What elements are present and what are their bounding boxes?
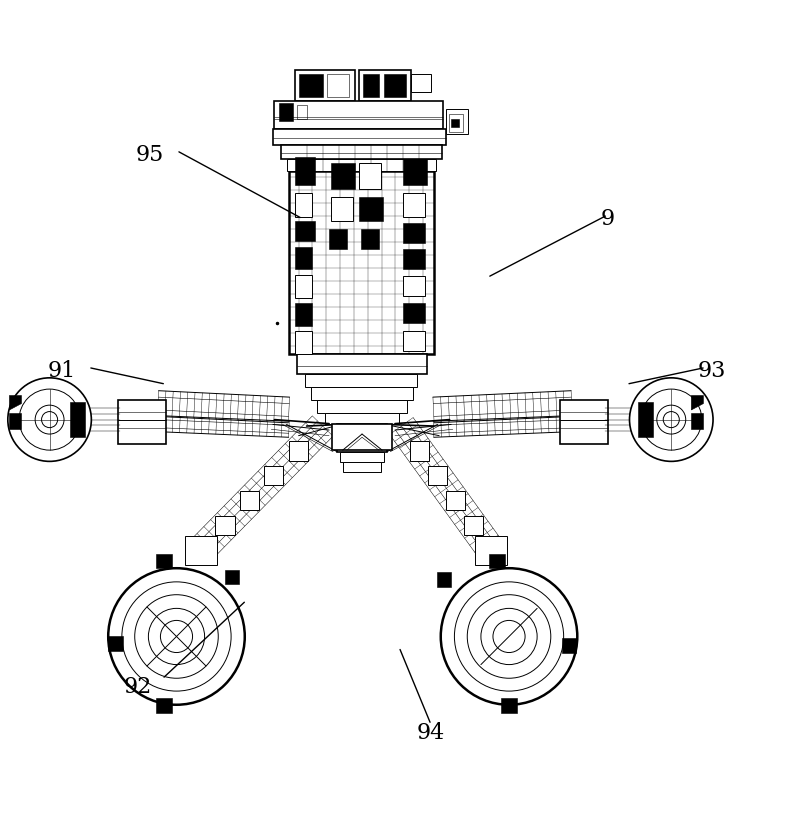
Bar <box>305 374 418 387</box>
Bar <box>215 516 235 535</box>
Bar <box>403 193 426 217</box>
Bar <box>310 387 413 400</box>
Bar <box>294 157 314 185</box>
Bar <box>118 400 166 444</box>
Bar <box>286 160 436 171</box>
Bar <box>384 74 406 97</box>
Circle shape <box>160 620 193 653</box>
Bar <box>403 276 426 296</box>
Bar <box>273 129 446 145</box>
Bar <box>340 451 384 462</box>
Bar <box>156 698 172 713</box>
Text: 93: 93 <box>698 360 726 382</box>
Bar <box>326 74 349 97</box>
Bar <box>275 100 443 129</box>
Bar <box>337 425 387 451</box>
Circle shape <box>441 568 577 705</box>
Bar <box>343 462 381 472</box>
Bar <box>463 516 483 535</box>
Circle shape <box>148 609 205 665</box>
Bar <box>294 303 312 326</box>
Bar <box>489 553 505 568</box>
Bar <box>70 402 85 437</box>
Polygon shape <box>692 395 704 410</box>
Bar <box>359 163 381 189</box>
Bar <box>294 331 312 354</box>
Circle shape <box>455 582 563 691</box>
Bar <box>294 275 312 298</box>
Bar <box>279 103 293 121</box>
Bar <box>409 441 429 461</box>
Bar <box>559 400 608 444</box>
Circle shape <box>657 405 686 434</box>
Bar <box>298 74 322 97</box>
Bar <box>108 636 123 651</box>
Bar <box>411 74 431 92</box>
Bar <box>330 163 355 189</box>
Polygon shape <box>692 413 704 429</box>
Bar <box>403 223 426 243</box>
Bar <box>403 160 427 185</box>
Bar <box>403 331 426 351</box>
Bar <box>281 145 442 160</box>
Bar <box>363 74 379 97</box>
Circle shape <box>481 609 537 665</box>
Bar <box>185 536 217 565</box>
Polygon shape <box>10 413 22 429</box>
Circle shape <box>467 594 550 678</box>
Polygon shape <box>10 395 22 410</box>
Bar <box>332 425 392 450</box>
Bar <box>446 491 465 510</box>
Text: 91: 91 <box>48 360 76 382</box>
Circle shape <box>8 378 91 461</box>
Circle shape <box>35 405 64 434</box>
Bar <box>225 570 239 584</box>
Bar <box>403 249 426 269</box>
Bar <box>562 638 576 653</box>
Bar <box>329 229 347 249</box>
Text: 94: 94 <box>417 721 445 744</box>
Text: 95: 95 <box>136 144 164 166</box>
Circle shape <box>493 620 525 653</box>
Bar <box>156 553 172 568</box>
Bar <box>289 171 434 354</box>
Circle shape <box>641 389 702 450</box>
Circle shape <box>108 568 245 705</box>
Bar <box>325 413 399 425</box>
Bar <box>294 222 314 242</box>
Bar <box>451 120 459 127</box>
Bar <box>449 115 463 132</box>
Circle shape <box>629 378 713 461</box>
Bar <box>428 466 447 486</box>
Bar <box>359 70 411 100</box>
Bar <box>361 229 379 249</box>
Circle shape <box>19 389 80 450</box>
Bar <box>437 572 451 587</box>
Bar <box>359 197 383 222</box>
Circle shape <box>135 594 218 678</box>
Bar <box>289 441 308 461</box>
Bar <box>297 104 306 120</box>
Text: 9: 9 <box>600 208 615 230</box>
Bar <box>294 193 312 217</box>
Bar <box>446 109 468 135</box>
Bar <box>264 466 284 486</box>
Bar <box>638 402 653 437</box>
Bar <box>297 354 427 374</box>
Circle shape <box>42 411 57 428</box>
Circle shape <box>122 582 231 691</box>
Bar <box>240 491 259 510</box>
Bar <box>294 70 355 100</box>
Bar <box>501 698 517 713</box>
Bar <box>294 247 312 269</box>
Bar <box>476 536 508 565</box>
Bar <box>317 400 407 413</box>
Bar <box>330 197 353 222</box>
Circle shape <box>663 411 679 428</box>
Bar <box>403 303 426 324</box>
Text: 92: 92 <box>124 676 152 698</box>
